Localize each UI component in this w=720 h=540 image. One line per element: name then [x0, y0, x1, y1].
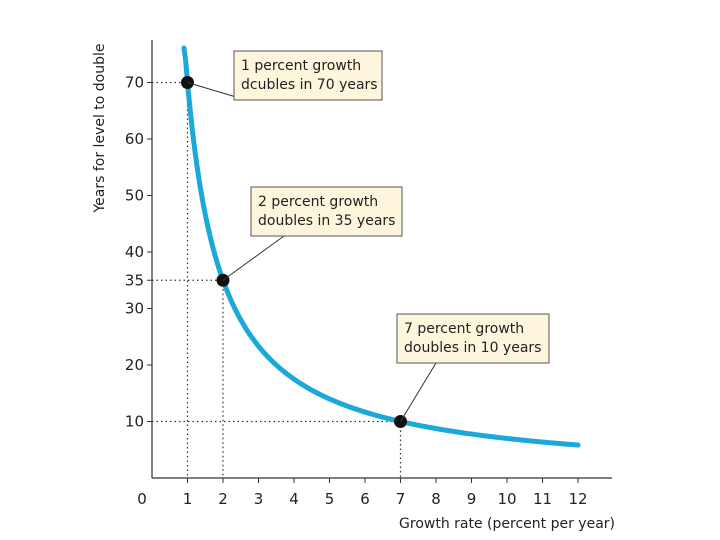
x-tick-label: 12 [568, 490, 587, 508]
x-tick-label: 11 [533, 490, 552, 508]
x-tick-label: 2 [218, 490, 228, 508]
y-tick-label: 40 [125, 243, 144, 261]
y-axis-title: Years for level to double [92, 43, 108, 213]
callout-label: 7 percent growth [404, 321, 524, 337]
callout-label: dcubles in 70 years [241, 77, 378, 93]
x-axis-title: Growth rate (percent per year) [399, 516, 615, 532]
y-tick-label: 50 [125, 187, 144, 205]
guide-lines [152, 81, 402, 478]
callout-box: 7 percent growth doubles in 10 years [396, 313, 550, 422]
y-tick-label: 70 [125, 74, 144, 92]
callout-label: doubles in 10 years [404, 340, 541, 356]
callout-background [250, 186, 403, 237]
x-tick-label: 9 [467, 490, 477, 508]
x-tick-label: 10 [497, 490, 516, 508]
x-tick-label: 0 [137, 490, 147, 508]
callout-box: 2 percent growth doubles in 35 years [222, 186, 403, 281]
y-tick-label: 30 [125, 300, 144, 318]
doubling-time-curve [181, 45, 581, 448]
callouts: 1 percent growth dcubles in 70 years 2 per… [187, 50, 550, 422]
callout-background [396, 313, 550, 364]
callout-label: doubles in 35 years [258, 213, 395, 229]
callout-background [233, 50, 383, 101]
x-tick-label: 6 [360, 490, 370, 508]
callout-leader-line [222, 235, 285, 281]
y-tick-label: 20 [125, 356, 144, 374]
x-tick-label: 3 [254, 490, 264, 508]
y-tick-label: 35 [125, 271, 144, 289]
x-tick-label: 1 [183, 490, 193, 508]
callout-leader-line [400, 362, 437, 422]
x-tick-label: 5 [325, 490, 335, 508]
callout-label: 2 percent growth [258, 194, 378, 210]
x-tick-label: 8 [431, 490, 441, 508]
x-tick-label: 4 [289, 490, 299, 508]
callout-label: 1 percent growth [241, 58, 361, 74]
x-tick-label: 7 [396, 490, 406, 508]
curve-layer [181, 45, 581, 448]
y-tick-label: 60 [125, 130, 144, 148]
callout-box: 1 percent growth dcubles in 70 years [187, 50, 383, 101]
y-tick-label: 10 [125, 413, 144, 431]
